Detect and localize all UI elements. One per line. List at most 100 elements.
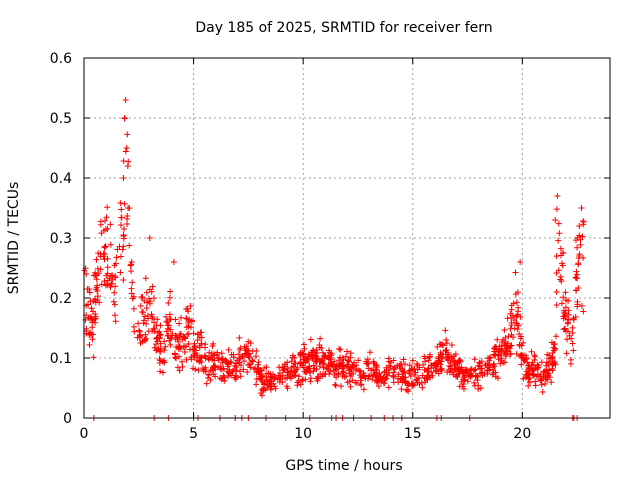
data-point — [464, 378, 471, 385]
data-point — [264, 382, 271, 389]
data-point — [439, 354, 446, 361]
data-point — [563, 350, 570, 357]
data-point — [572, 287, 579, 294]
data-point — [290, 372, 297, 379]
data-point — [570, 315, 577, 322]
data-point — [144, 299, 151, 306]
data-point — [336, 345, 343, 352]
data-point — [543, 367, 550, 374]
data-point — [560, 315, 567, 322]
data-point — [347, 350, 354, 357]
data-point — [189, 346, 196, 353]
data-point — [314, 377, 321, 384]
data-point — [333, 374, 340, 381]
data-point — [512, 269, 519, 276]
data-point — [531, 352, 538, 359]
data-point — [505, 333, 512, 340]
data-point — [292, 360, 299, 367]
data-point — [424, 376, 431, 383]
data-point — [295, 377, 302, 384]
data-point — [255, 359, 262, 366]
data-point — [175, 338, 182, 345]
data-point — [351, 359, 358, 366]
data-point — [209, 356, 216, 363]
data-point — [258, 368, 265, 375]
data-point — [165, 299, 172, 306]
data-point — [561, 325, 568, 332]
data-point — [255, 364, 262, 371]
data-point — [297, 381, 304, 388]
y-tick-labels: 0 0.1 0.2 0.3 0.4 0.5 0.6 — [50, 51, 72, 427]
chart-title: Day 185 of 2025, SRMTID for receiver fer… — [195, 20, 492, 36]
data-point — [438, 365, 445, 372]
data-point — [191, 340, 198, 347]
data-point — [520, 339, 527, 346]
data-point — [365, 360, 372, 367]
data-point — [578, 205, 585, 211]
data-point — [562, 289, 569, 296]
data-point — [519, 352, 526, 359]
data-point — [170, 259, 177, 265]
data-point — [447, 359, 454, 366]
data-point — [147, 298, 154, 305]
data-point — [244, 369, 251, 376]
data-point — [161, 347, 168, 354]
data-point — [416, 381, 423, 388]
data-point — [553, 302, 560, 309]
data-point — [198, 340, 205, 347]
data-point — [421, 366, 428, 373]
data-point — [217, 375, 224, 382]
data-point — [142, 275, 149, 282]
data-point — [90, 272, 97, 279]
data-point — [136, 327, 143, 334]
data-point — [371, 371, 378, 378]
data-point — [378, 378, 385, 385]
data-point — [294, 382, 301, 389]
data-point — [179, 358, 186, 365]
data-point — [337, 360, 344, 367]
data-point — [126, 242, 133, 249]
data-point — [226, 370, 233, 377]
y-tick-label: 0.3 — [50, 231, 72, 247]
data-point — [263, 364, 270, 371]
data-point — [268, 374, 275, 381]
data-point — [167, 326, 174, 333]
data-point — [381, 369, 388, 376]
data-point — [146, 235, 153, 241]
data-point — [364, 356, 371, 363]
data-point — [270, 380, 277, 387]
data-point — [567, 360, 574, 367]
data-point — [506, 351, 513, 358]
data-point — [518, 351, 525, 358]
data-point — [358, 374, 365, 381]
data-point — [142, 337, 149, 344]
data-point — [281, 366, 288, 373]
data-point — [319, 357, 326, 364]
data-point — [150, 295, 157, 302]
data-point — [86, 289, 93, 296]
data-point — [553, 206, 560, 213]
data-point — [540, 373, 547, 380]
y-tick-label: 0.1 — [50, 351, 72, 367]
data-point — [456, 358, 463, 365]
data-point — [504, 315, 511, 322]
data-point — [111, 289, 118, 296]
data-point — [534, 366, 541, 373]
data-point — [101, 278, 108, 285]
data-point — [117, 200, 124, 207]
data-point — [518, 361, 525, 368]
data-point — [86, 341, 93, 348]
data-point — [269, 371, 276, 378]
data-point — [244, 347, 251, 354]
data-point — [331, 358, 338, 365]
data-point — [149, 315, 156, 322]
data-point — [569, 340, 576, 347]
data-points — [81, 97, 587, 421]
data-point — [307, 375, 314, 382]
x-tick-label: 20 — [513, 426, 531, 442]
data-point — [241, 358, 248, 365]
data-point — [237, 345, 244, 352]
data-point — [198, 354, 205, 361]
data-point — [217, 363, 224, 370]
data-point — [517, 259, 524, 265]
